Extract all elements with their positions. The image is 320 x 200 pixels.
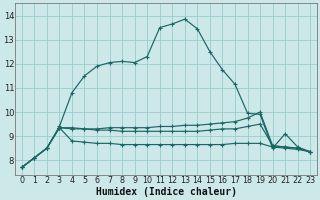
X-axis label: Humidex (Indice chaleur): Humidex (Indice chaleur) <box>95 186 236 197</box>
